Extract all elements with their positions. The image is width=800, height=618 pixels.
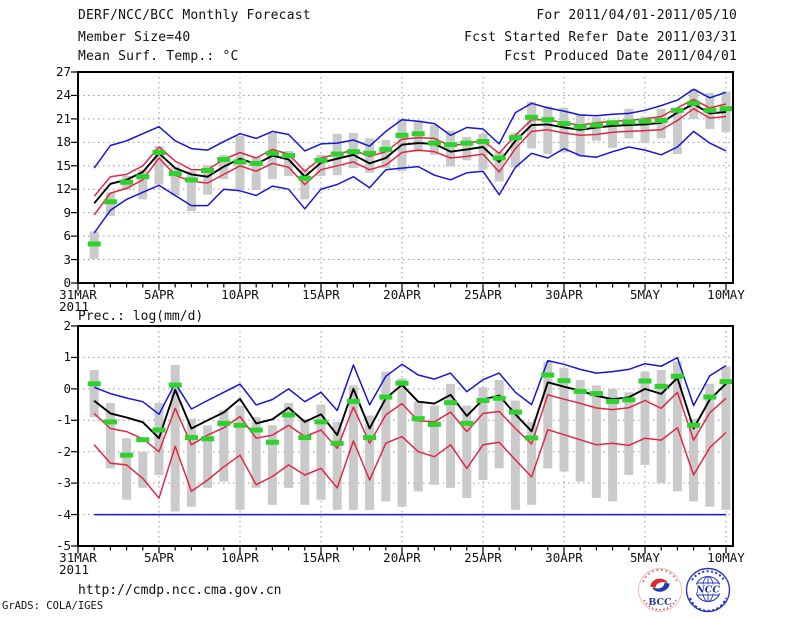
grads-credit: GrADS: COLA/IGES <box>2 600 104 612</box>
x-tick-label: 30APR <box>545 550 583 565</box>
x-tick-label: 5APR <box>143 287 175 302</box>
y-tick-label: 18 <box>55 134 71 149</box>
y-tick-label: 3 <box>63 252 71 267</box>
produced-date-label: Fcst Produced Date 2011/04/01 <box>504 49 737 64</box>
y-tick-label: 0 <box>63 275 71 290</box>
refer-date-label: Fcst Started Refer Date 2011/03/31 <box>464 30 737 45</box>
x-tick-label: 10APR <box>221 287 259 302</box>
y-tick-label: 0 <box>63 381 71 396</box>
y-tick-label: 6 <box>63 228 71 243</box>
source-url: http://cmdp.ncc.cma.gov.cn <box>78 583 282 598</box>
y-tick-label: 1 <box>63 349 71 364</box>
ncc-logo-text: NCC <box>695 585 720 596</box>
x-tick-label: 10MAY <box>707 287 745 302</box>
x-tick-label: 15APR <box>302 287 340 302</box>
y-tick-label: 27 <box>55 64 71 79</box>
x-tick-label: 10APR <box>221 550 259 565</box>
x-tick-label: 5APR <box>143 550 175 565</box>
ncc-logo: NCC <box>685 567 731 613</box>
x-tick-label: 25APR <box>464 287 502 302</box>
x-tick-label: 5MAY <box>629 550 661 565</box>
x-tick-label: 31MAR <box>59 287 97 302</box>
x-axis-year-label: 2011 <box>58 562 90 577</box>
x-tick-label: 31MAR <box>59 550 97 565</box>
bcc-logo: BCC <box>638 568 682 612</box>
x-tick-label: 20APR <box>383 287 421 302</box>
x-tick-label: 30APR <box>545 287 583 302</box>
y-tick-label: -4 <box>55 507 71 522</box>
y-tick-label: 15 <box>55 158 71 173</box>
y-tick-label: 9 <box>63 205 71 220</box>
y-tick-label: 21 <box>55 111 71 126</box>
member-size-label: Member Size=40 <box>78 30 191 45</box>
x-tick-label: 25APR <box>464 550 502 565</box>
x-axis-year-label: 2011 <box>58 299 90 314</box>
x-tick-label: 10MAY <box>707 550 745 565</box>
y-tick-label: 2 <box>63 318 71 333</box>
prec-panel-label: Prec.: log(mm/d) <box>78 309 204 324</box>
x-tick-label: 5MAY <box>629 287 661 302</box>
title-line: DERF/NCC/BCC Monthly Forecast <box>78 8 311 23</box>
y-tick-label: -5 <box>55 538 71 553</box>
y-tick-label: -3 <box>55 475 71 490</box>
y-tick-label: -1 <box>55 412 71 427</box>
temp-panel-label: Mean Surf. Temp.: °C <box>78 49 239 64</box>
y-tick-label: -2 <box>55 444 71 459</box>
bcc-logo-text: BCC <box>648 597 672 608</box>
y-tick-label: 24 <box>55 87 71 102</box>
x-tick-label: 15APR <box>302 550 340 565</box>
forecast-period-label: For 2011/04/01-2011/05/10 <box>536 8 737 23</box>
y-tick-label: 12 <box>55 181 71 196</box>
x-tick-label: 20APR <box>383 550 421 565</box>
